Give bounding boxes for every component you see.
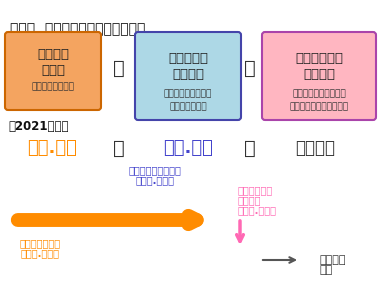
FancyArrowPatch shape: [18, 216, 197, 224]
Text: 年金額の改定率: 年金額の改定率: [19, 238, 61, 248]
Text: －０.１％: －０.１％: [163, 139, 213, 157]
Text: 少子・長寿化: 少子・長寿化: [238, 185, 273, 195]
Text: ＜繰越＞: ＜繰越＞: [295, 139, 335, 157]
Text: ＝: ＝: [113, 59, 125, 78]
FancyArrowPatch shape: [236, 221, 243, 241]
Text: 物価・賃金の伸び率: 物価・賃金の伸び率: [128, 165, 182, 175]
Text: 年金額の
改定率: 年金額の 改定率: [37, 48, 69, 77]
Text: （－０.１％）: （－０.１％）: [136, 175, 174, 185]
Text: 少子・長寿化
の影響分: 少子・長寿化 の影響分: [295, 52, 343, 81]
Text: ＜マクロ経済スライド＞: ＜マクロ経済スライド＞: [290, 103, 349, 112]
Text: （－０.１％）: （－０.１％）: [238, 205, 277, 215]
Text: の影響分: の影響分: [238, 195, 262, 205]
Text: （全員が毎年度）: （全員が毎年度）: [31, 82, 75, 91]
Text: （－０.１％）: （－０.１％）: [20, 248, 60, 258]
Text: ＋: ＋: [244, 59, 256, 78]
Text: （実質価値の維持）: （実質価値の維持）: [164, 89, 212, 98]
Text: 【2021年度】: 【2021年度】: [8, 119, 69, 132]
Text: 次年度へ: 次年度へ: [320, 255, 346, 265]
FancyArrowPatch shape: [263, 257, 295, 263]
FancyBboxPatch shape: [5, 32, 101, 110]
Text: ＝: ＝: [113, 138, 125, 158]
Text: ＜本来の改定＞: ＜本来の改定＞: [169, 103, 207, 112]
Text: 図表１  年金額改定ルールの全体像: 図表１ 年金額改定ルールの全体像: [10, 22, 146, 36]
FancyBboxPatch shape: [135, 32, 241, 120]
Text: （年金財政の健全化）: （年金財政の健全化）: [292, 89, 346, 98]
Text: 繰越: 繰越: [320, 265, 333, 275]
Text: －０.１％: －０.１％: [27, 139, 77, 157]
FancyBboxPatch shape: [262, 32, 376, 120]
Text: ＋: ＋: [244, 138, 256, 158]
Text: 物価・賃金
の伸び率: 物価・賃金 の伸び率: [168, 52, 208, 81]
